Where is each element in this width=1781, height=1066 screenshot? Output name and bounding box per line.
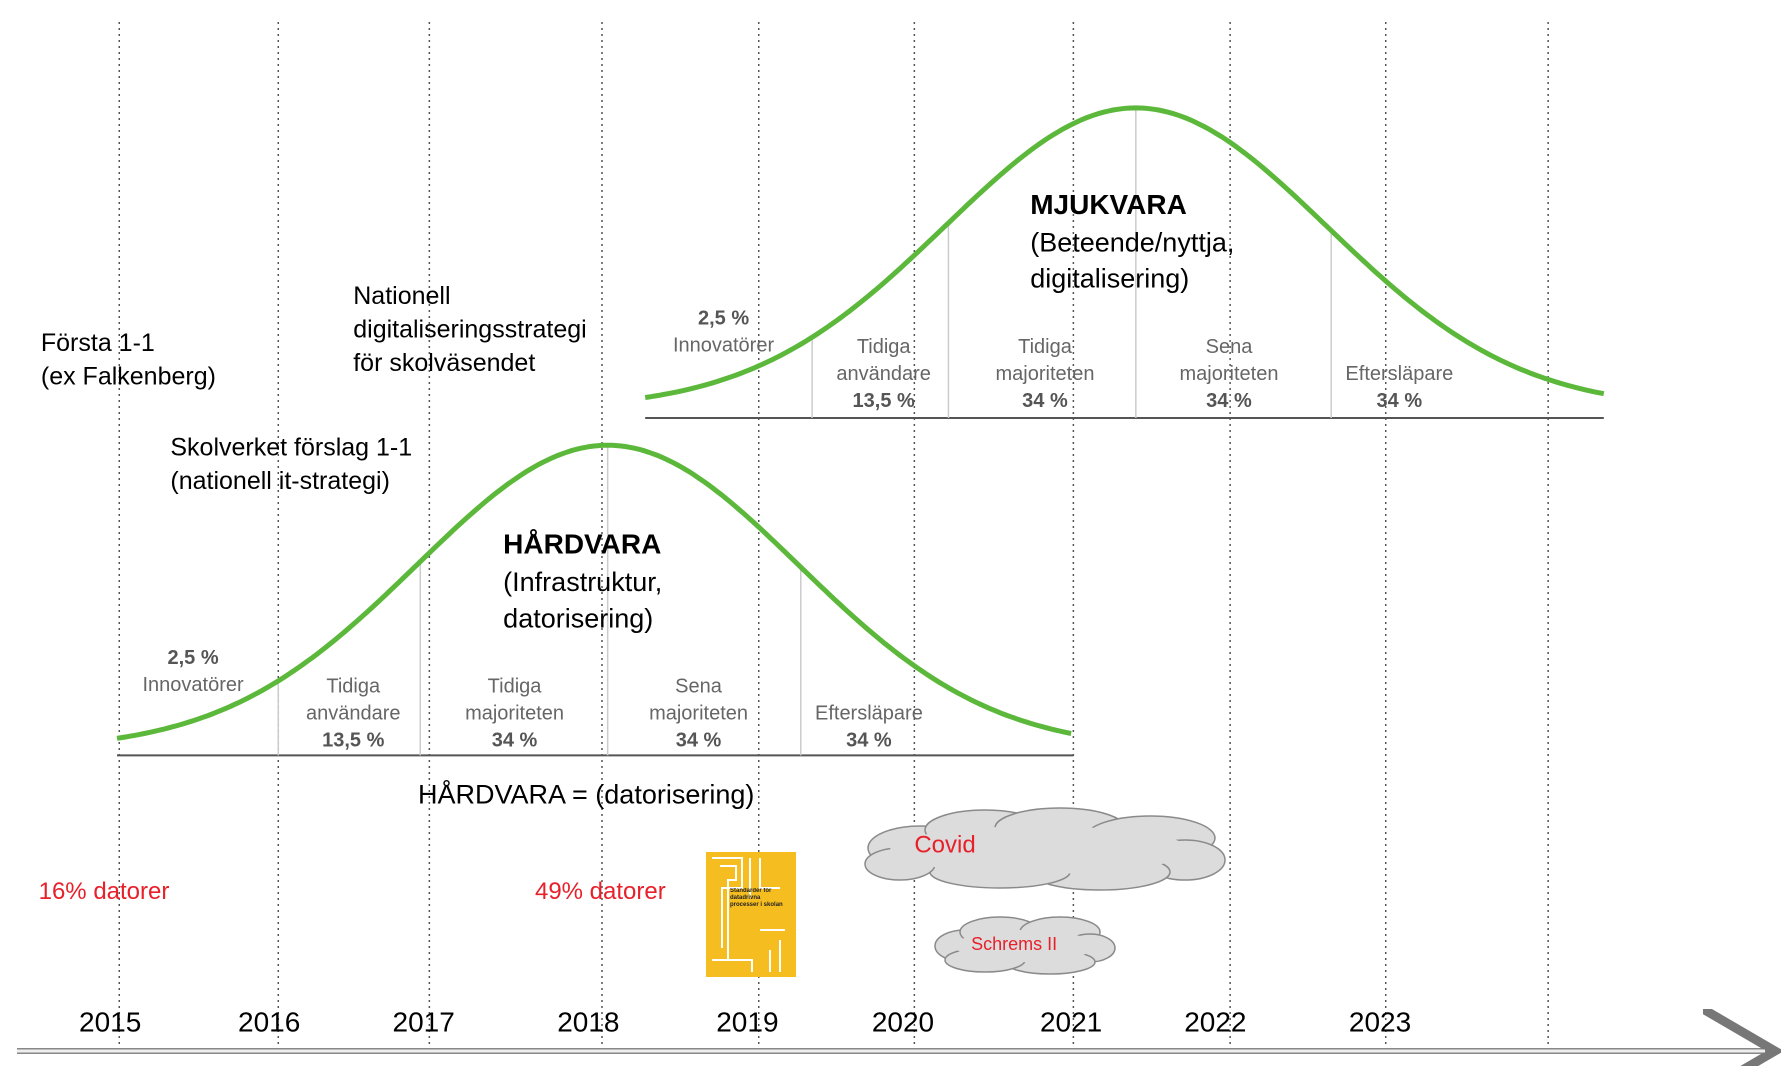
note-line: digitaliseringsstrategi xyxy=(353,316,586,344)
curve-description: datorisering) xyxy=(503,603,653,633)
segment-name: majoriteten xyxy=(649,702,748,724)
segment-name: majoriteten xyxy=(465,702,564,724)
segment-name: Innovatörer xyxy=(673,334,775,356)
segment-name: Tidiga xyxy=(488,675,543,697)
segment-share: 34 % xyxy=(492,729,538,751)
year-label: 2016 xyxy=(238,1006,300,1037)
book-cover: Standarder för datadrivna processer i sk… xyxy=(706,852,796,977)
segment-share: 13,5 % xyxy=(853,390,915,412)
segment-name: Innovatörer xyxy=(143,674,245,696)
year-label: 2019 xyxy=(716,1006,778,1037)
note-line: Första 1-1 xyxy=(41,329,155,357)
segment-name: Sena xyxy=(1206,336,1254,358)
segment-share: 34 % xyxy=(676,729,722,751)
segment-name: Tidiga xyxy=(1018,336,1073,358)
year-label: 2018 xyxy=(557,1006,619,1037)
segment-name: Eftersläpare xyxy=(815,703,923,725)
equation: HÅRDVARA = (datorisering) xyxy=(418,778,754,809)
segment-name: Eftersläpare xyxy=(1345,363,1453,385)
year-label: 2017 xyxy=(393,1006,455,1037)
segment-name: majoriteten xyxy=(1180,363,1279,385)
curve-title: MJUKVARA xyxy=(1030,189,1187,220)
segment-name: Tidiga xyxy=(857,336,912,358)
cloud-label: Schrems II xyxy=(971,934,1057,954)
year-label: 2023 xyxy=(1349,1006,1411,1037)
year-label: 2020 xyxy=(872,1006,934,1037)
book-title: Standarder för datadrivna processer i sk… xyxy=(730,888,790,909)
note-line: Nationell xyxy=(353,282,450,310)
segment-name: Sena xyxy=(675,675,723,697)
note-line: (nationell it-strategi) xyxy=(170,467,390,495)
computer-share: 49% datorer xyxy=(535,878,666,905)
segment-share: 34 % xyxy=(1377,390,1423,412)
segment-share: 34 % xyxy=(1206,390,1252,412)
curve-description: digitalisering) xyxy=(1030,264,1189,294)
year-label: 2021 xyxy=(1040,1006,1102,1037)
year-label: 2022 xyxy=(1184,1006,1246,1037)
segment-share: 34 % xyxy=(1022,390,1068,412)
segment-name: användare xyxy=(836,363,931,385)
segment-name: användare xyxy=(306,702,401,724)
computer-share: 16% datorer xyxy=(39,878,170,905)
segment-share: 2,5 % xyxy=(698,307,749,329)
note-line: (ex Falkenberg) xyxy=(41,362,216,390)
diagram: Standarder för datadrivna processer i sk… xyxy=(0,0,1781,1066)
segment-share: 34 % xyxy=(846,730,892,752)
segment-share: 13,5 % xyxy=(322,729,384,751)
curve-description: (Infrastruktur, xyxy=(503,567,662,597)
segment-name: majoriteten xyxy=(996,363,1095,385)
segment-name: Tidiga xyxy=(326,675,381,697)
note-line: för skolväsendet xyxy=(353,349,535,377)
segment-share: 2,5 % xyxy=(168,647,219,669)
curve-description: (Beteende/nyttja, xyxy=(1030,227,1234,257)
curve-title: HÅRDVARA xyxy=(503,529,661,560)
note-line: Skolverket förslag 1-1 xyxy=(170,433,412,461)
cloud-label: Covid xyxy=(914,832,975,859)
year-label: 2015 xyxy=(79,1006,141,1037)
